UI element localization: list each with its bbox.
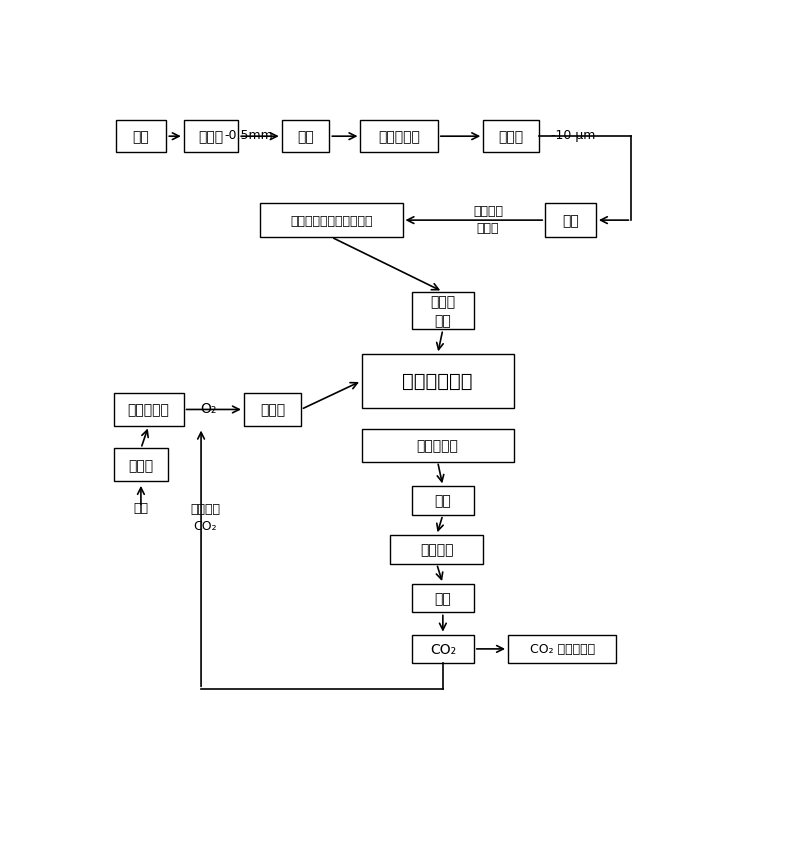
Text: 涂覆: 涂覆 [562, 214, 579, 228]
Text: 脱灰: 脱灰 [297, 130, 314, 144]
Text: 流化床干燥: 流化床干燥 [378, 130, 420, 144]
Bar [360, 121, 438, 154]
Bar [412, 635, 474, 663]
Text: 尾气: 尾气 [434, 494, 451, 508]
Bar [115, 121, 166, 154]
Bar [412, 487, 474, 515]
Bar [545, 204, 596, 238]
Bar [184, 121, 238, 154]
Text: 内燃机燃烧室: 内燃机燃烧室 [402, 372, 473, 391]
Text: 超细磨: 超细磨 [498, 130, 524, 144]
Text: 空分机: 空分机 [128, 458, 154, 472]
Text: CO₂ 捕集与封存: CO₂ 捕集与封存 [530, 642, 594, 656]
Text: CO₂: CO₂ [430, 642, 456, 656]
Text: 水、甲醇
添加剂: 水、甲醇 添加剂 [473, 204, 503, 235]
Text: 尾气循环
CO₂: 尾气循环 CO₂ [190, 502, 221, 533]
Bar [412, 584, 474, 613]
Bar [362, 430, 514, 462]
Text: 内燃机
喷嘴: 内燃机 喷嘴 [430, 295, 455, 328]
Bar [412, 292, 474, 330]
Text: -10 μm: -10 μm [551, 129, 595, 143]
Text: 超细超洁净褐煤甲醇煤浆: 超细超洁净褐煤甲醇煤浆 [290, 214, 373, 227]
Text: 压缩机: 压缩机 [260, 403, 285, 417]
Bar [260, 204, 402, 238]
Bar [114, 449, 168, 481]
Text: 褐煤: 褐煤 [133, 130, 150, 144]
Bar [114, 393, 184, 426]
Bar [508, 635, 617, 663]
Text: -0.5mm: -0.5mm [225, 129, 273, 143]
Bar [362, 354, 514, 408]
Text: 脱硫脱硝: 脱硫脱硝 [420, 543, 454, 557]
Bar [390, 535, 483, 564]
Text: 除尘: 除尘 [434, 592, 451, 605]
Text: 气缸及活塞: 气缸及活塞 [417, 439, 458, 452]
Text: O₂: O₂ [200, 402, 217, 415]
Bar [244, 393, 301, 426]
Text: 破碎机: 破碎机 [198, 130, 223, 144]
Text: 空气: 空气 [134, 501, 149, 514]
Bar [282, 121, 330, 154]
Bar [483, 121, 539, 154]
Text: 纯氧缓冲罐: 纯氧缓冲罐 [128, 403, 170, 417]
